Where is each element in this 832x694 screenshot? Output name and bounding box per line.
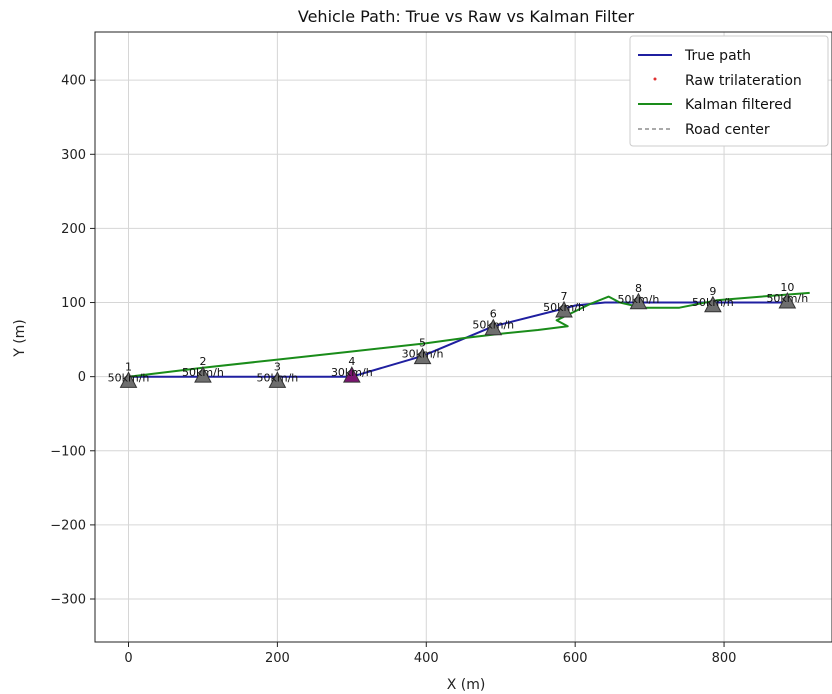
speed-label: 30km/h [331, 366, 373, 379]
y-tick-label: 200 [61, 222, 86, 237]
plot-frame [94, 31, 832, 643]
legend: True path Raw trilateration Kalman filte… [629, 35, 829, 147]
tower-marker-4 [343, 366, 361, 383]
y-axis-label: Y (m) [12, 319, 28, 358]
legend-label-raw: Raw trilateration [685, 73, 802, 89]
tower-marker-1 [119, 371, 138, 388]
kalman-filtered-line [128, 291, 810, 378]
y-tick-label: −300 [50, 593, 86, 608]
tower-marker-5 [413, 347, 432, 365]
tower-id-label: 5 [419, 337, 426, 350]
legend-label-kalman: Kalman filtered [685, 97, 792, 113]
tower-id-label: 7 [561, 290, 568, 303]
x-tick-label: 400 [414, 651, 439, 666]
y-tick-label: 0 [78, 370, 86, 385]
legend-swatch-raw [653, 77, 657, 81]
tower-id-label: 9 [709, 285, 716, 298]
speed-label: 50km/h [766, 292, 808, 305]
tower-marker-9 [704, 295, 722, 313]
legend-label-true-path: True path [684, 48, 751, 64]
tower-id-label: 1 [125, 360, 132, 373]
x-tick-label: 0 [124, 651, 132, 666]
y-tick-label: 400 [61, 74, 86, 89]
y-tick-label: −200 [50, 518, 86, 533]
speed-label: 50km/h [618, 293, 660, 306]
tower-id-label: 6 [490, 308, 497, 321]
legend-label-road-center: Road center [685, 122, 770, 138]
tower-marker-6 [484, 318, 503, 336]
speed-label: 50km/h [108, 371, 150, 384]
speed-label: 50km/h [692, 296, 734, 309]
tower-marker-3 [268, 371, 287, 388]
x-tick-label: 800 [712, 651, 737, 666]
speed-label: 50km/h [543, 301, 585, 314]
chart-title: Vehicle Path: True vs Raw vs Kalman Filt… [298, 7, 635, 26]
tower-marker-2 [194, 366, 212, 383]
x-tick-label: 600 [563, 651, 588, 666]
y-tick-label: 300 [61, 148, 86, 163]
axis-ticks: 0 200 400 600 800 −300 −200 −100 0 100 200 300 400 [50, 74, 736, 666]
y-tick-label: −100 [50, 444, 86, 459]
tower-id-label: 10 [780, 281, 794, 294]
speed-label: 50km/h [472, 319, 514, 332]
tower-marker-7 [555, 300, 573, 318]
legend-box [629, 35, 829, 147]
speed-label: 50km/h [257, 371, 299, 384]
x-tick-label: 200 [265, 651, 290, 666]
speed-label: 50km/h [182, 366, 224, 379]
series-lines [128, 291, 810, 378]
y-tick-label: 100 [61, 296, 86, 311]
tower-id-label: 3 [274, 360, 281, 373]
tower-marker-10 [778, 291, 797, 309]
tower-marker-8 [629, 292, 648, 310]
tower-id-label: 2 [199, 355, 206, 368]
x-axis-label: X (m) [447, 677, 486, 693]
true-path-line [128, 301, 788, 378]
tower-id-label: 4 [348, 355, 355, 368]
speed-label: 30km/h [402, 348, 444, 361]
tower-id-label: 8 [635, 282, 642, 295]
